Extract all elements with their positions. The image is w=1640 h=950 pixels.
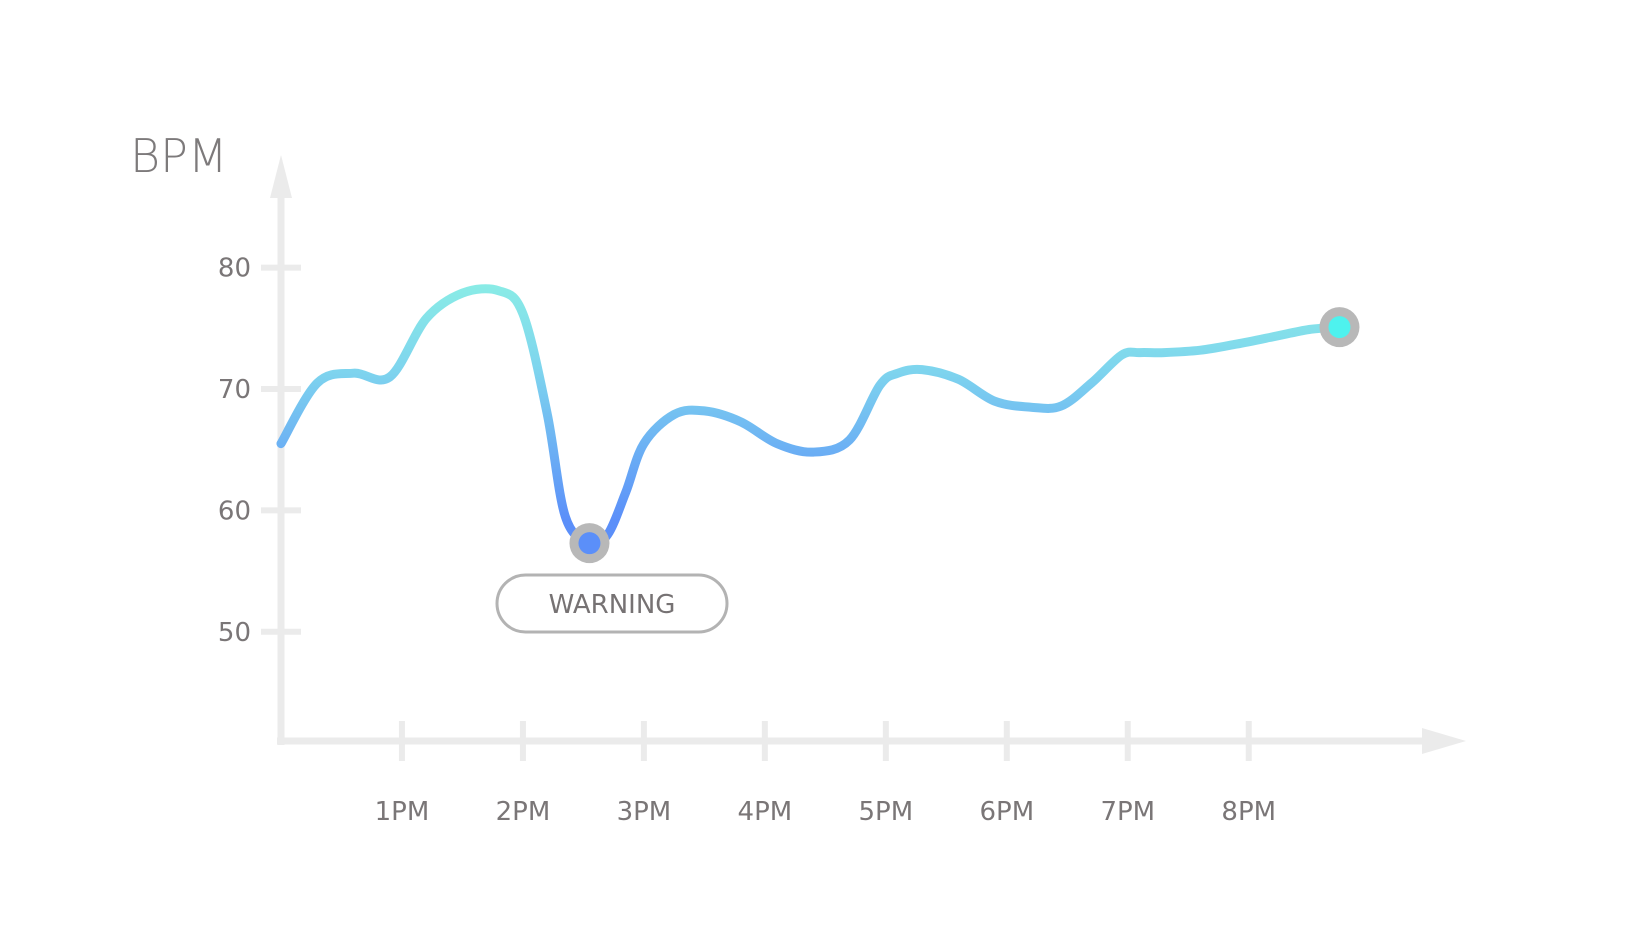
x-axis-arrowhead xyxy=(1422,728,1466,754)
x-tick-label: 5PM xyxy=(859,797,914,827)
x-tick-label: 1PM xyxy=(375,797,430,827)
warning-point[interactable] xyxy=(578,532,601,555)
x-tick-label: 7PM xyxy=(1100,797,1155,827)
y-tick-label: 60 xyxy=(218,496,251,526)
x-tick-label: 3PM xyxy=(617,797,672,827)
y-axis-title: BPM xyxy=(130,129,228,183)
warning-badge: WARNING xyxy=(495,573,729,634)
y-axis-arrowhead xyxy=(270,155,292,198)
y-tick-label: 80 xyxy=(218,254,251,284)
current-point[interactable] xyxy=(1328,316,1351,339)
y-tick-label: 50 xyxy=(218,618,251,648)
x-tick-label: 8PM xyxy=(1221,797,1276,827)
x-tick-label: 4PM xyxy=(738,797,793,827)
x-axis xyxy=(277,728,1466,754)
x-tick-label: 2PM xyxy=(496,797,551,827)
heart-rate-line xyxy=(276,284,1344,549)
warning-box xyxy=(495,573,729,634)
warning-label: WARNING xyxy=(549,590,676,620)
x-ticks: 1PM 2PM 3PM 4PM 5PM 6PM 7PM 8PM xyxy=(375,721,1276,827)
markers xyxy=(569,307,1360,564)
y-ticks: 50 60 70 80 xyxy=(218,254,301,648)
y-axis xyxy=(270,155,292,745)
y-tick-label: 70 xyxy=(218,375,251,405)
x-tick-label: 6PM xyxy=(979,797,1034,827)
